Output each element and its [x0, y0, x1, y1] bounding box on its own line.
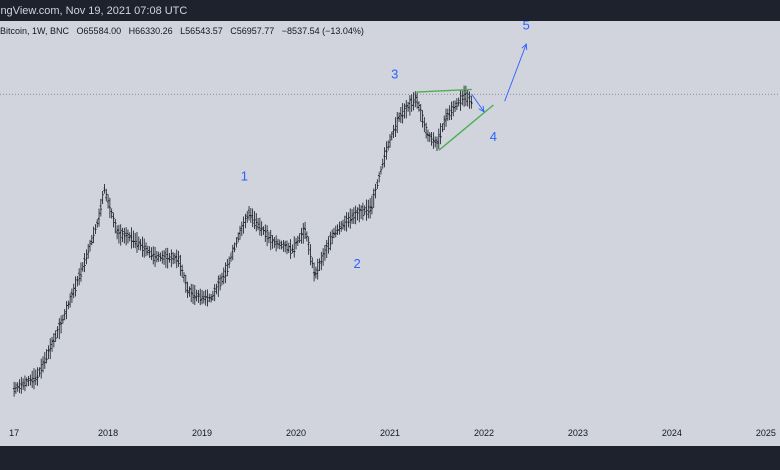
- x-tick-label: 2023: [568, 428, 588, 438]
- ohlc-change: −8537.54 (−13.04%): [281, 26, 364, 36]
- wave-label: 1: [241, 168, 248, 183]
- trendlines-layer: [416, 88, 494, 151]
- trendline: [416, 88, 472, 93]
- price-point: [291, 248, 293, 250]
- source-timestamp: ingView.com, Nov 19, 2021 07:08 UTC: [0, 4, 188, 17]
- x-tick-label: 2025: [756, 428, 776, 438]
- arrow-head: [478, 105, 485, 113]
- price-point: [210, 297, 213, 299]
- price-point: [177, 257, 180, 260]
- price-point: [370, 206, 372, 208]
- price-series-layer: [13, 93, 473, 390]
- symbol-name: Bitcoin, 1W, BNC: [0, 26, 70, 36]
- wave-label: 2: [353, 256, 360, 271]
- x-tick-label: 2022: [474, 428, 494, 438]
- price-point: [98, 218, 100, 220]
- price-point: [398, 115, 400, 117]
- price-bars-layer: [12, 85, 473, 397]
- price-point: [248, 212, 250, 214]
- price-point: [36, 375, 39, 377]
- price-point: [471, 101, 473, 104]
- header-bar: ingView.com, Nov 19, 2021 07:08 UTC: [0, 0, 780, 21]
- trendline: [438, 104, 494, 151]
- ohlc-open: O65584.00: [76, 26, 122, 36]
- x-tick-label: 17: [9, 428, 19, 438]
- x-tick-label: 2018: [98, 428, 118, 438]
- price-point: [436, 142, 438, 144]
- price-point: [271, 240, 274, 243]
- price-point: [13, 388, 15, 390]
- price-point: [464, 93, 466, 95]
- price-point: [426, 134, 429, 136]
- arrow-line: [504, 43, 527, 102]
- wave-label: 5: [523, 21, 530, 32]
- arrows-layer: [471, 43, 528, 113]
- price-point: [187, 290, 189, 292]
- ohlc-low: L56543.57: [180, 26, 223, 36]
- x-tick-label: 2019: [192, 428, 212, 438]
- x-tick-label: 2021: [380, 428, 400, 438]
- price-point: [333, 232, 335, 234]
- ohlc-high: H66330.26: [128, 26, 173, 36]
- price-point: [304, 228, 307, 230]
- x-tick-label: 2020: [286, 428, 306, 438]
- price-point: [197, 295, 199, 297]
- price-point: [415, 97, 417, 99]
- wave-label: 3: [391, 66, 398, 81]
- price-point: [103, 187, 105, 189]
- arrow-head: [521, 43, 528, 51]
- price-point: [314, 274, 316, 276]
- price-point: [445, 115, 447, 117]
- wave-label: 4: [490, 129, 497, 144]
- symbol-legend: Bitcoin, 1W, BNC O65584.00 H66330.26 L56…: [0, 26, 369, 36]
- price-point: [154, 255, 156, 257]
- price-point: [385, 149, 387, 151]
- wave-labels-layer: 1 2 3 4 5: [241, 21, 530, 271]
- price-point: [130, 236, 133, 238]
- x-tick-label: 2024: [662, 428, 682, 438]
- x-axis-ticks: 17 2018 2019 2020 2021 2022 2023 2024 2025: [9, 428, 776, 438]
- price-point: [224, 271, 227, 273]
- price-point: [116, 232, 119, 234]
- price-point: [239, 232, 241, 234]
- price-chart[interactable]: 1 2 3 4 5 17 2018 2019 2020 2021 2022 2023 2024 2025: [0, 21, 780, 446]
- price-point: [351, 215, 354, 217]
- footer-bar: [0, 446, 780, 470]
- arrow-line: [471, 93, 485, 112]
- ohlc-close: C56957.77: [230, 26, 275, 36]
- price-point: [60, 323, 62, 325]
- price-point: [83, 261, 86, 263]
